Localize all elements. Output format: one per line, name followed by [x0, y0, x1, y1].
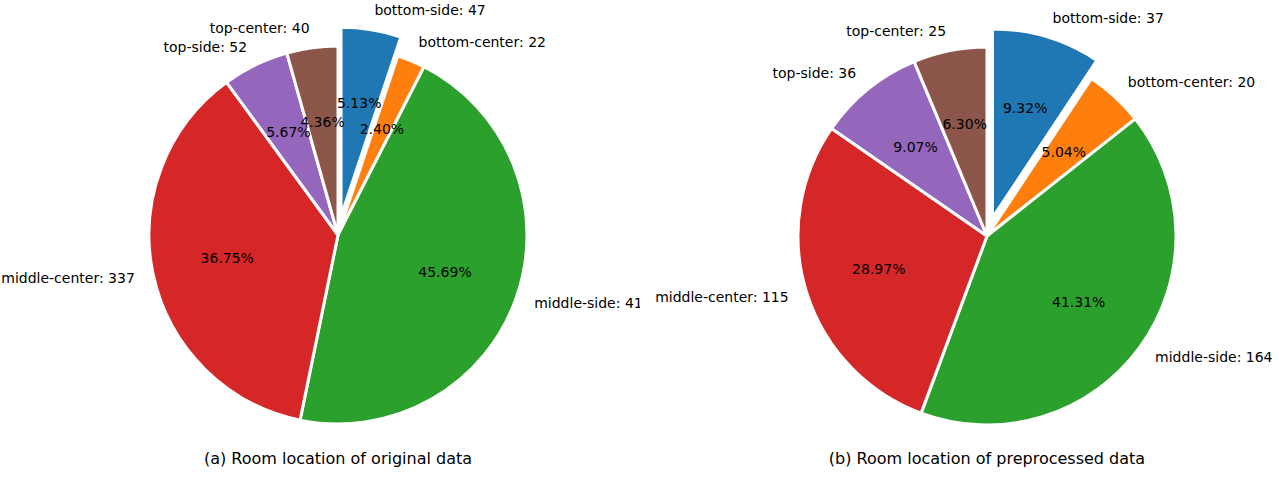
pie-svg-original: 5.13% bottom-side: 47 2.40% bottom-center: … — [0, 0, 640, 477]
pie-chart-preprocessed-data: 9.32% bottom-side: 37 5.04% bottom-center: … — [639, 0, 1279, 477]
slice-label-middle-center: middle-center: 337 — [1, 270, 135, 286]
pct-label-top-center: 4.36% — [300, 114, 344, 130]
slice-label-bottom-center: bottom-center: 22 — [419, 34, 546, 50]
slice-label-middle-center: middle-center: 115 — [655, 289, 789, 305]
slice-label-bottom-side: bottom-side: 47 — [374, 2, 485, 18]
pct-label-top-side: 9.07% — [893, 139, 937, 155]
pct-label-top-center: 6.30% — [942, 116, 986, 132]
slice-label-bottom-center: bottom-center: 20 — [1128, 74, 1255, 90]
pie-svg-preprocessed: 9.32% bottom-side: 37 5.04% bottom-center: … — [639, 0, 1279, 477]
pct-label-bottom-side: 5.13% — [337, 95, 381, 111]
pct-label-middle-center: 28.97% — [852, 261, 905, 277]
pct-label-bottom-side: 9.32% — [1003, 100, 1047, 116]
pct-label-middle-side: 45.69% — [418, 264, 471, 280]
pie-chart-original-data: 5.13% bottom-side: 47 2.40% bottom-center: … — [0, 0, 640, 477]
slice-label-bottom-side: bottom-side: 37 — [1053, 10, 1164, 26]
slice-label-top-center: top-center: 40 — [210, 20, 310, 36]
slice-label-top-side: top-side: 52 — [164, 39, 248, 55]
figure-room-location-pies: 5.13% bottom-side: 47 2.40% bottom-center: … — [0, 0, 1279, 477]
slice-label-middle-side: middle-side: 164 — [1155, 349, 1273, 365]
slice-label-top-side: top-side: 36 — [773, 65, 857, 81]
slice-label-top-center: top-center: 25 — [846, 23, 946, 39]
pct-label-middle-center: 36.75% — [201, 250, 254, 266]
pct-label-bottom-center: 2.40% — [360, 121, 404, 137]
pct-label-bottom-center: 5.04% — [1042, 144, 1086, 160]
chart-caption-a: (a) Room location of original data — [204, 449, 472, 468]
pct-label-middle-side: 41.31% — [1052, 294, 1105, 310]
slice-label-middle-side: middle-side: 419 — [534, 295, 640, 311]
chart-caption-b: (b) Room location of preprocessed data — [829, 449, 1145, 468]
